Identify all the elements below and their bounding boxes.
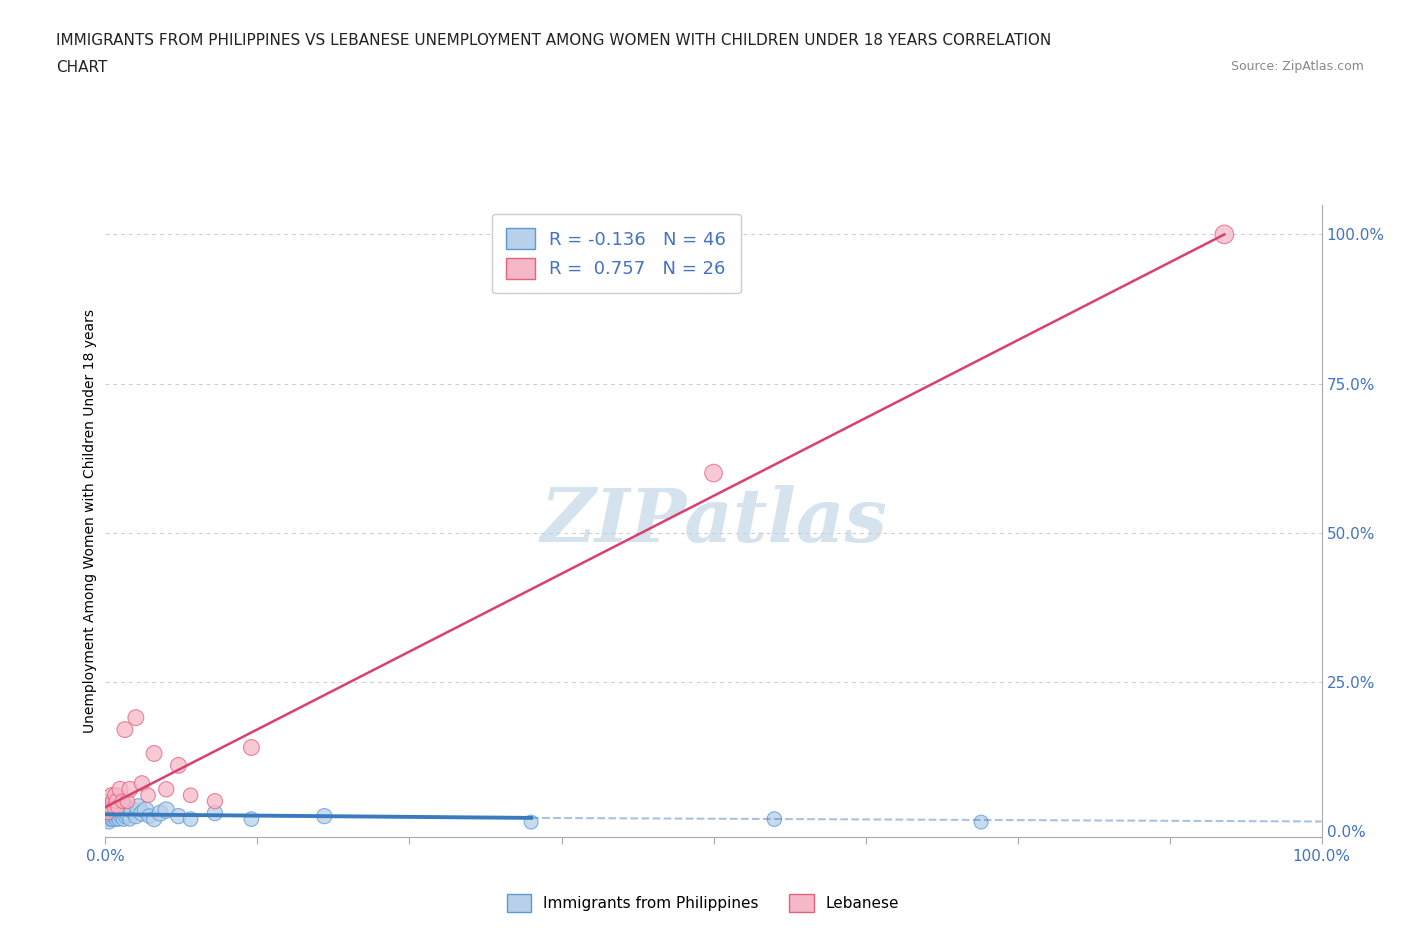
Point	[97, 805, 120, 820]
Y-axis label: Unemployment Among Women with Children Under 18 years: Unemployment Among Women with Children U…	[83, 309, 97, 733]
Point	[117, 805, 139, 820]
Point	[96, 800, 118, 815]
Point	[103, 803, 125, 817]
Point	[108, 782, 131, 797]
Text: ZIPatlas: ZIPatlas	[540, 485, 887, 557]
Point	[114, 800, 136, 815]
Point	[104, 805, 127, 820]
Point	[107, 800, 129, 815]
Text: IMMIGRANTS FROM PHILIPPINES VS LEBANESE UNEMPLOYMENT AMONG WOMEN WITH CHILDREN U: IMMIGRANTS FROM PHILIPPINES VS LEBANESE …	[56, 33, 1052, 47]
Point	[111, 805, 134, 820]
Point	[103, 800, 125, 815]
Text: Source: ZipAtlas.com: Source: ZipAtlas.com	[1230, 60, 1364, 73]
Point	[101, 812, 124, 827]
Point	[240, 812, 263, 827]
Point	[204, 794, 226, 809]
Point	[125, 809, 148, 824]
Point	[105, 803, 128, 817]
Point	[125, 711, 148, 725]
Point	[118, 782, 141, 797]
Point	[98, 815, 121, 830]
Point	[98, 794, 121, 809]
Point	[101, 805, 124, 820]
Point	[103, 809, 125, 824]
Point	[127, 800, 149, 815]
Point	[117, 794, 139, 809]
Point	[180, 812, 202, 827]
Point	[100, 788, 122, 803]
Point	[114, 723, 136, 737]
Point	[100, 800, 122, 815]
Point	[98, 803, 121, 817]
Point	[702, 466, 725, 481]
Point	[100, 809, 122, 824]
Point	[135, 803, 157, 817]
Point	[105, 812, 128, 827]
Point	[143, 812, 166, 827]
Point	[100, 812, 122, 827]
Text: CHART: CHART	[56, 60, 108, 75]
Point	[143, 746, 166, 761]
Point	[110, 809, 132, 824]
Point	[118, 812, 141, 827]
Point	[970, 815, 993, 830]
Point	[105, 794, 128, 809]
Point	[96, 809, 118, 824]
Point	[155, 782, 177, 797]
Point	[149, 805, 172, 820]
Point	[520, 815, 543, 830]
Point	[167, 758, 190, 773]
Point	[101, 794, 124, 809]
Point	[240, 740, 263, 755]
Point	[98, 800, 121, 815]
Point	[111, 794, 134, 809]
Point	[98, 805, 121, 820]
Point	[131, 776, 153, 790]
Legend: R = -0.136   N = 46, R =  0.757   N = 26: R = -0.136 N = 46, R = 0.757 N = 26	[492, 214, 741, 293]
Point	[97, 805, 120, 820]
Point	[155, 803, 177, 817]
Point	[136, 788, 159, 803]
Point	[107, 805, 129, 820]
Point	[138, 809, 160, 824]
Point	[104, 788, 127, 803]
Point	[314, 809, 336, 824]
Point	[121, 803, 143, 817]
Point	[112, 812, 135, 827]
Point	[204, 805, 226, 820]
Point	[97, 812, 120, 827]
Point	[108, 812, 131, 827]
Point	[167, 809, 190, 824]
Point	[98, 800, 121, 815]
Point	[131, 805, 153, 820]
Point	[1213, 227, 1236, 242]
Point	[115, 809, 138, 824]
Point	[107, 809, 129, 824]
Point	[763, 812, 786, 827]
Point	[104, 800, 127, 815]
Point	[108, 803, 131, 817]
Legend: Immigrants from Philippines, Lebanese: Immigrants from Philippines, Lebanese	[501, 888, 905, 918]
Point	[180, 788, 202, 803]
